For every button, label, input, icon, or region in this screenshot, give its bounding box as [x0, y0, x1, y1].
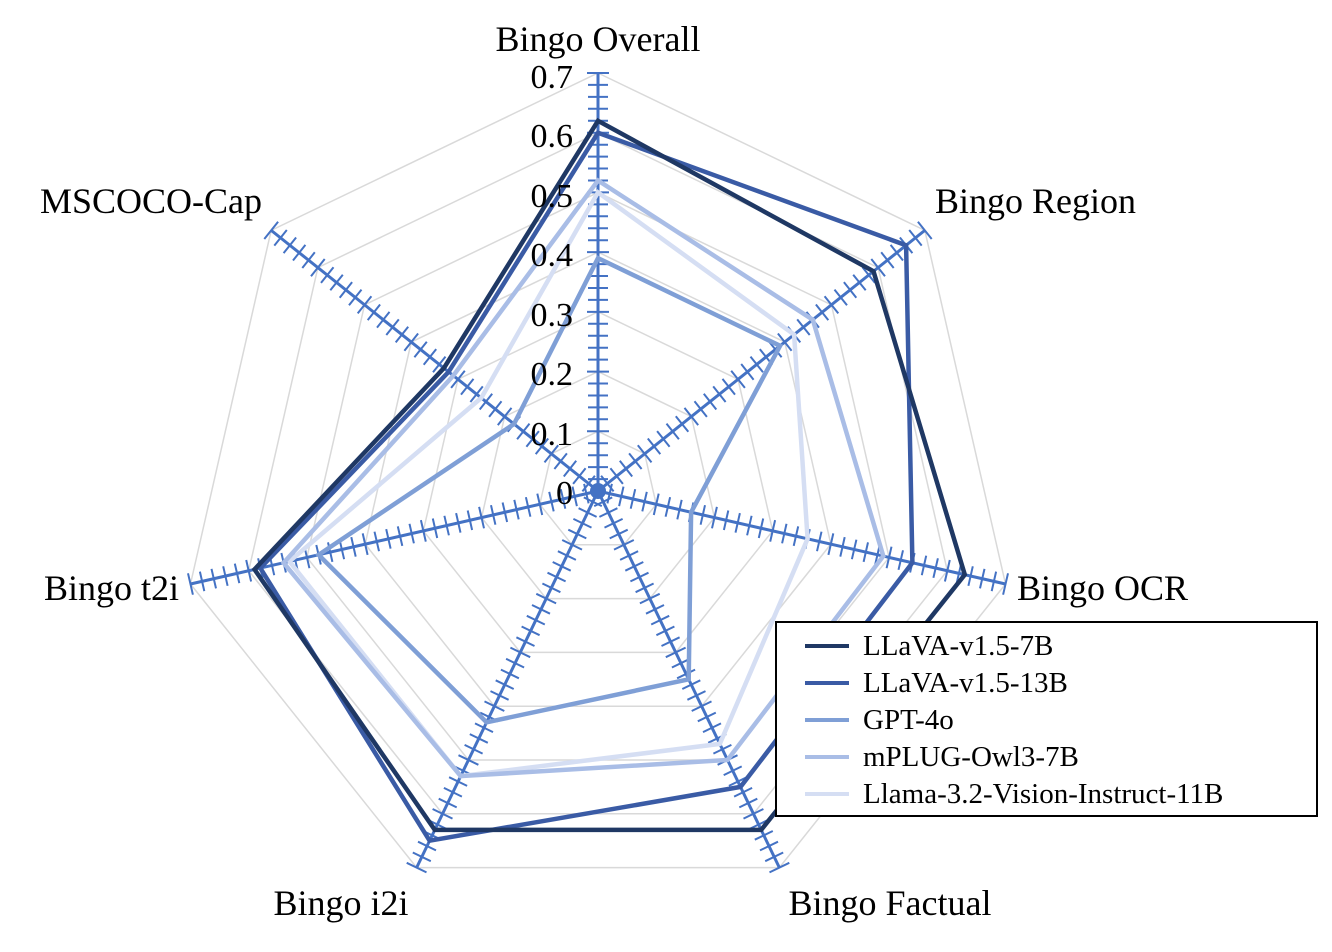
- legend-swatch-llava-v1-5-7b: [805, 644, 849, 648]
- series-line-gpt-4o: [315, 255, 784, 725]
- r-tick-label-0-4: 0.4: [531, 237, 574, 274]
- category-label-bingo-factual: Bingo Factual: [789, 883, 992, 923]
- category-label-bingo-region: Bingo Region: [935, 181, 1136, 221]
- r-tick-label-0-2: 0.2: [531, 356, 574, 393]
- label-layer: Bingo Overall Bingo Region Bingo OCR Bin…: [40, 19, 1188, 923]
- axis-ticks-3: [593, 496, 790, 874]
- legend-item-mplug-owl3-7b: mPLUG-Owl3-7B: [805, 738, 1079, 776]
- axis-ticks-0: [587, 72, 609, 481]
- axis-line-4: [415, 490, 600, 869]
- r-tick-label-0-1: 0.1: [531, 416, 574, 453]
- axis-line-2: [597, 489, 1006, 586]
- r-tick-label-0-6: 0.6: [531, 118, 574, 155]
- legend-label-llava-v1-5-13b: LLaVA-v1.5-13B: [863, 666, 1068, 699]
- grid-ring-7: [189, 72, 1007, 869]
- category-label-bingo-ocr: Bingo OCR: [1017, 568, 1188, 608]
- legend-item-llava-v1-5-13b: LLaVA-v1.5-13B: [805, 664, 1068, 702]
- category-label-bingo-overall: Bingo Overall: [496, 19, 701, 59]
- legend-label-mplug-owl3-7b: mPLUG-Owl3-7B: [863, 740, 1079, 773]
- axis-ticks-1: [600, 221, 933, 493]
- grid-ring-3: [422, 311, 774, 654]
- legend-swatch-llama-3-2-vision: [805, 792, 849, 796]
- series-line-mplug-owl3-7b: [280, 177, 886, 779]
- axis-line-6: [270, 229, 599, 493]
- category-label-mscoco-cap: MSCOCO-Cap: [40, 181, 262, 221]
- axis-line-1: [597, 229, 926, 493]
- r-tick-label-0-7: 0.7: [531, 59, 574, 96]
- legend-item-llama-3-2-vision: Llama-3.2-Vision-Instruct-11B: [805, 775, 1223, 813]
- axis-ticks-4: [406, 496, 603, 874]
- axis-center-hub: [590, 483, 606, 499]
- legend-swatch-mplug-owl3-7b: [805, 755, 849, 759]
- legend: LLaVA-v1.5-7B LLaVA-v1.5-13B GPT-4o mPLU…: [775, 621, 1318, 817]
- legend-swatch-gpt-4o: [805, 718, 849, 722]
- legend-item-gpt-4o: GPT-4o: [805, 701, 954, 739]
- series-line-llava-v1-5-7b: [251, 117, 968, 833]
- legend-item-llava-v1-5-7b: LLaVA-v1.5-7B: [805, 627, 1053, 665]
- axis-ticks-5: [187, 483, 590, 595]
- legend-swatch-llava-v1-5-13b: [805, 681, 849, 685]
- series-layer: [251, 117, 968, 844]
- r-tick-label-0: 0: [556, 475, 573, 512]
- legend-label-gpt-4o: GPT-4o: [863, 703, 954, 736]
- category-label-bingo-t2i: Bingo t2i: [44, 568, 179, 608]
- axis-layer: [187, 72, 1009, 874]
- series-line-llama-3-2-vision-instruct-11b: [286, 189, 810, 779]
- series-line-llava-v1-5-13b: [257, 129, 915, 844]
- category-label-bingo-i2i: Bingo i2i: [273, 883, 408, 923]
- grid-ring-4: [364, 251, 832, 707]
- r-tick-label-0-3: 0.3: [531, 297, 574, 334]
- legend-label-llama-3-2-vision: Llama-3.2-Vision-Instruct-11B: [863, 777, 1224, 810]
- grid-ring-1: [538, 430, 658, 546]
- legend-label-llava-v1-5-7b: LLaVA-v1.5-7B: [863, 629, 1054, 662]
- r-tick-label-0-5: 0.5: [531, 178, 574, 215]
